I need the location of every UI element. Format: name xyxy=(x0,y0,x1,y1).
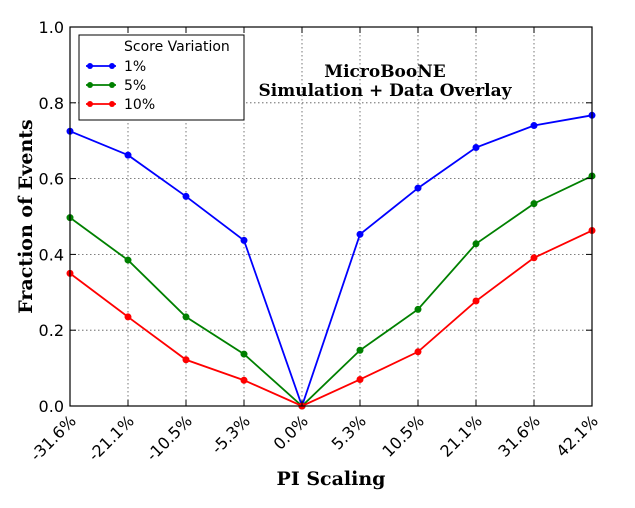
data-point xyxy=(530,254,538,262)
x-tick-label: 0.0% xyxy=(270,411,312,453)
series-line-1% xyxy=(69,114,593,409)
grid xyxy=(70,27,592,406)
data-point xyxy=(530,122,538,130)
legend-label: 1% xyxy=(124,59,146,75)
legend-label: 10% xyxy=(124,97,155,113)
data-point xyxy=(356,346,364,354)
y-tick-label: 0.6 xyxy=(39,170,64,189)
data-point xyxy=(356,375,364,383)
data-point xyxy=(472,297,480,305)
experiment-label: MicroBooNE xyxy=(324,62,446,82)
data-point xyxy=(414,348,422,356)
data-point xyxy=(472,240,480,248)
x-tick-label: 42.1% xyxy=(552,411,601,460)
legend-marker xyxy=(109,63,115,69)
x-tick-label: -31.6% xyxy=(26,411,79,464)
legend-marker xyxy=(109,101,115,107)
y-tick-label: 0.8 xyxy=(39,94,64,113)
x-tick-label: -21.1% xyxy=(84,411,137,464)
x-tick-label: 10.5% xyxy=(378,411,427,460)
legend-box xyxy=(78,34,245,121)
data-point xyxy=(472,144,480,152)
y-tick-label: 0.2 xyxy=(39,321,64,340)
legend-items: 1% 5% 10% xyxy=(86,59,155,113)
series-line-10% xyxy=(69,229,593,407)
legend-marker xyxy=(87,101,93,107)
data-point xyxy=(124,313,132,321)
data-point xyxy=(356,230,364,238)
legend-title: Score Variation xyxy=(124,39,230,55)
y-tick-label: 0.0 xyxy=(39,397,64,416)
series-lines xyxy=(66,111,596,410)
legend-marker xyxy=(109,82,115,88)
x-tick-label: 21.1% xyxy=(436,411,485,460)
data-point xyxy=(240,350,248,358)
data-point xyxy=(182,313,190,321)
overlay-label: Simulation + Data Overlay xyxy=(259,81,513,101)
data-point xyxy=(530,200,538,208)
data-point xyxy=(182,192,190,200)
legend-marker xyxy=(87,63,93,69)
y-tick-label: 0.4 xyxy=(39,245,64,264)
data-point xyxy=(240,236,248,244)
legend: Score Variation 1% 5% 10% xyxy=(78,34,245,121)
y-axis-label: Fraction of Events xyxy=(15,119,37,314)
axis-ticks xyxy=(69,26,593,407)
data-point xyxy=(414,184,422,192)
y-tick-labels: 0.0 0.2 0.4 0.6 0.8 1.0 xyxy=(39,18,64,416)
x-tick-label: -5.3% xyxy=(208,411,254,457)
legend-label: 5% xyxy=(124,78,146,94)
data-point xyxy=(414,305,422,313)
data-point xyxy=(124,256,132,264)
plot-frame xyxy=(69,26,593,407)
x-tick-label: -10.5% xyxy=(142,411,195,464)
y-tick-label: 1.0 xyxy=(39,18,64,37)
x-tick-label: 5.3% xyxy=(328,411,370,453)
x-tick-labels: -31.6% -21.1% -10.5% -5.3% 0.0% 5.3% 10.5% 21.1… xyxy=(26,411,601,464)
data-point xyxy=(182,356,190,364)
series-line-5% xyxy=(69,175,593,408)
x-axis-label: PI Scaling xyxy=(277,468,386,490)
data-point xyxy=(124,151,132,159)
data-point xyxy=(240,376,248,384)
x-tick-label: 31.6% xyxy=(494,411,543,460)
legend-marker xyxy=(87,82,93,88)
